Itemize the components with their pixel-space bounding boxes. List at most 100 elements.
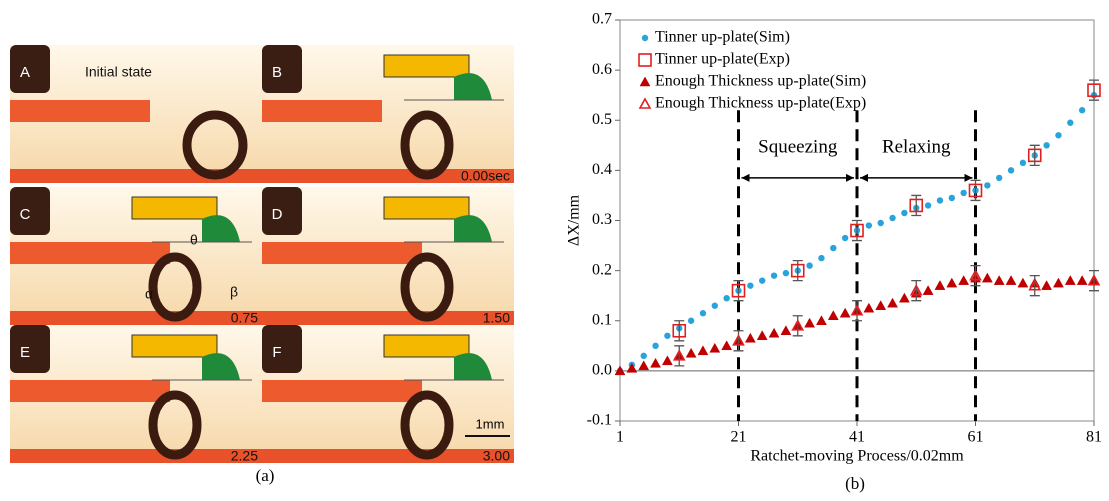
x-axis-title: Ratchet-moving Process/0.02mm — [750, 448, 964, 465]
data-point — [909, 198, 924, 213]
error-bar — [852, 300, 862, 322]
data-point — [981, 272, 993, 283]
data-point — [1005, 275, 1017, 285]
data-point — [1041, 280, 1053, 290]
error-bar — [970, 264, 981, 287]
data-point — [638, 360, 650, 371]
inset-plate — [131, 196, 218, 220]
data-point — [1019, 159, 1027, 167]
data-point — [791, 319, 805, 331]
angle-label: θ — [190, 232, 198, 248]
data-point — [960, 189, 967, 197]
data-point — [782, 269, 790, 277]
data-point — [922, 285, 934, 295]
data-point — [650, 357, 661, 368]
data-point — [732, 334, 745, 346]
tile-letter-bg — [12, 201, 38, 227]
data-point — [626, 362, 638, 373]
error-bar — [911, 194, 922, 217]
data-point — [850, 223, 864, 238]
photo-tile: C 0.75 — [10, 187, 262, 326]
tile-time: 0.75 — [231, 310, 258, 326]
error-bar — [852, 219, 862, 242]
data-point — [924, 202, 932, 209]
tile-time: 0.00sec — [461, 168, 510, 184]
photo-tile: D 1.50 — [262, 187, 514, 326]
data-point — [664, 332, 671, 339]
data-point — [661, 355, 673, 366]
panel-label: (b) — [845, 474, 865, 493]
data-point — [1053, 277, 1064, 288]
tile-letter-bg — [264, 201, 290, 227]
droplet — [148, 252, 202, 322]
data-point — [614, 365, 626, 376]
error-bar — [911, 280, 922, 302]
data-point — [759, 277, 766, 284]
x-tick-label: 41 — [849, 429, 865, 446]
data-point — [841, 234, 849, 242]
plate-edge — [262, 311, 514, 325]
data-point — [652, 342, 659, 350]
tile-time: 3.00 — [483, 448, 510, 464]
data-point — [744, 332, 756, 343]
error-bar — [1089, 269, 1099, 292]
data-point — [936, 197, 944, 204]
data-point — [996, 174, 1003, 182]
plate-edge — [10, 449, 262, 463]
data-point — [1028, 279, 1042, 291]
moving-plate — [10, 380, 170, 402]
y-axis-title: ΔX/mm — [566, 194, 583, 246]
data-point — [934, 280, 946, 290]
moving-plate — [262, 242, 422, 264]
data-point — [909, 284, 923, 296]
tile-letter: D — [272, 206, 283, 223]
data-point — [816, 315, 827, 325]
data-point — [946, 277, 958, 288]
plate-edge — [262, 449, 514, 463]
tile-time: 2.25 — [231, 448, 258, 464]
data-point — [721, 340, 733, 351]
legend-marker — [638, 53, 652, 67]
tile-letter: B — [272, 64, 282, 81]
legend-label: Tinner up-plate(Sim) — [655, 29, 790, 46]
error-bar — [1029, 274, 1040, 297]
tile-letter: E — [20, 344, 30, 361]
photo-tile: F 3.00 — [262, 325, 514, 464]
legend-label: Enough Thickness up-plate(Sim) — [655, 73, 866, 90]
data-point — [993, 275, 1005, 285]
x-tick-label: 1 — [616, 429, 624, 446]
tile-caption: Initial state — [85, 64, 152, 80]
photo-tile: B 0.00sec — [262, 45, 514, 184]
error-bar — [792, 259, 803, 282]
data-point — [865, 222, 873, 229]
data-point — [901, 209, 908, 217]
data-point — [958, 275, 970, 285]
angle-label: β — [230, 284, 238, 300]
moving-plate — [10, 100, 150, 122]
data-point — [968, 183, 983, 198]
data-point — [697, 345, 709, 356]
panel-label: (a) — [256, 466, 275, 485]
droplet — [182, 110, 248, 180]
data-point — [1064, 275, 1076, 285]
data-point — [827, 310, 839, 320]
data-point — [711, 302, 718, 309]
legend-label: Enough Thickness up-plate(Exp) — [655, 95, 866, 112]
data-point — [830, 244, 837, 252]
data-point — [790, 263, 805, 278]
data-point — [672, 323, 687, 338]
legend-marker — [641, 34, 649, 42]
data-point — [948, 194, 955, 202]
data-point — [839, 307, 851, 318]
panel-b: -0.1 0.0 0.1 0.2 0.3 0.4 0.5 0.6 0.7 1 21 41 61 81 Rat… — [566, 11, 1102, 465]
data-point — [1007, 167, 1015, 174]
error-bar — [970, 179, 981, 202]
inset-plate — [131, 334, 218, 358]
data-point — [969, 268, 982, 281]
error-bar — [792, 315, 803, 337]
series — [672, 79, 1101, 342]
error-bar — [674, 320, 685, 342]
data-point — [1017, 277, 1029, 288]
data-point — [780, 325, 792, 336]
